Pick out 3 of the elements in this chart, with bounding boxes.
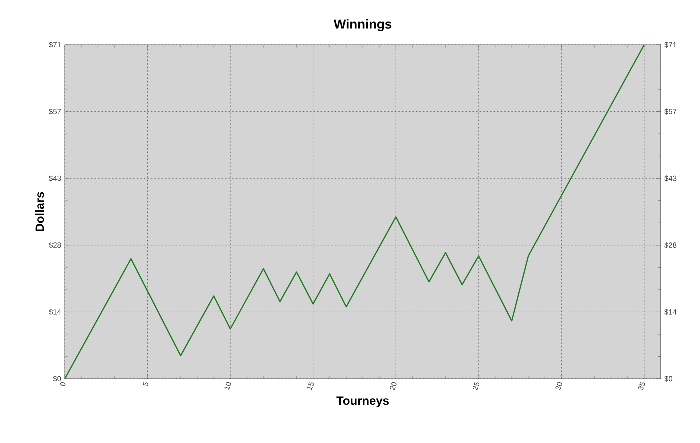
chart-title: Winnings	[334, 19, 392, 32]
x-axis-title: Tourneys	[336, 396, 389, 408]
y-axis-title: Dollars	[35, 192, 44, 232]
